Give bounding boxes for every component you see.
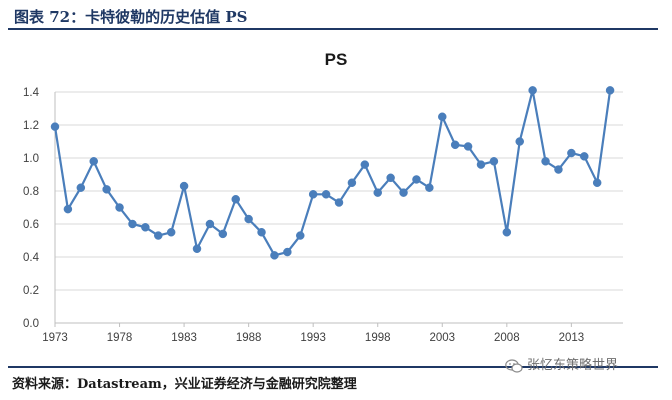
data-point (257, 228, 266, 237)
data-point (192, 244, 202, 253)
y-axis-tick-labels: 0.0 0.2 0.4 0.6 0.8 1.0 1.2 1.4 (23, 87, 40, 330)
data-point (463, 142, 473, 151)
data-point (438, 112, 447, 121)
data-point (334, 198, 344, 207)
y-tick-label: 1.4 (23, 87, 40, 99)
data-point (386, 173, 395, 183)
y-tick-label: 1.0 (23, 153, 39, 165)
header-divider (8, 28, 658, 30)
data-point (515, 137, 524, 146)
data-point (102, 185, 111, 194)
x-tick-label: 1993 (300, 332, 326, 344)
y-tick-label: 0.2 (23, 285, 39, 297)
data-point (128, 219, 137, 229)
data-point (373, 188, 382, 197)
x-tick-label: 2003 (429, 332, 455, 344)
data-point (154, 231, 163, 240)
x-tick-label: 1988 (236, 332, 262, 344)
y-tick-label: 0.4 (23, 252, 40, 264)
watermark-text: 张忆东策略世界 (527, 358, 619, 373)
data-point (218, 229, 228, 239)
data-point (50, 122, 60, 131)
x-tick-label: 1983 (171, 332, 197, 344)
data-point (450, 140, 460, 150)
data-point (605, 86, 615, 95)
wechat-icon (505, 358, 523, 373)
data-point (244, 214, 253, 224)
gridlines (55, 91, 623, 324)
data-point (89, 157, 98, 166)
data-point (141, 223, 150, 232)
data-point (321, 190, 331, 199)
data-point (270, 251, 279, 260)
data-point (283, 247, 292, 257)
footer-divider (8, 366, 658, 368)
y-tick-label: 0.8 (23, 186, 39, 198)
ps-series-points (50, 86, 615, 260)
figure-title: 图表 72：卡特彼勒的历史估值 PS (14, 8, 248, 26)
data-point (63, 204, 73, 214)
data-point (179, 181, 189, 191)
data-point (502, 228, 512, 237)
y-tick-label: 1.2 (23, 120, 39, 132)
y-tick-label: 0.6 (23, 219, 39, 231)
y-tick-label: 0.0 (23, 318, 39, 330)
data-point (412, 175, 421, 184)
data-point (489, 157, 499, 166)
data-point (399, 188, 408, 197)
figure-header: 图表 72：卡特彼勒的历史估值 PS (8, 0, 658, 30)
x-axis-tick-labels: 1973 1978 1983 1988 1993 1998 2003 2008 2013 (42, 332, 584, 344)
data-point (541, 157, 550, 166)
chart-title: PS (324, 50, 348, 69)
x-tick-label: 2008 (494, 332, 520, 344)
data-point (567, 148, 576, 158)
data-point (554, 165, 563, 174)
data-point (115, 203, 124, 212)
ps-series-line (53, 86, 612, 257)
data-point (308, 190, 318, 199)
data-point (296, 231, 305, 240)
axes (54, 92, 623, 327)
x-tick-label: 1973 (42, 332, 68, 344)
data-point (166, 228, 176, 237)
x-tick-label: 1978 (107, 332, 133, 344)
x-tick-label: 1998 (365, 332, 391, 344)
x-tick-label: 2013 (559, 332, 585, 344)
data-point (425, 183, 434, 192)
watermark: 张忆东策略世界 (505, 354, 618, 373)
source-note: 资料来源：Datastream，兴业证券经济与金融研究院整理 (12, 377, 357, 392)
data-point (528, 86, 537, 95)
data-point (231, 195, 240, 204)
data-point (580, 152, 589, 161)
data-point (592, 178, 602, 187)
data-point (476, 160, 486, 169)
data-point (360, 160, 370, 169)
data-point (205, 219, 215, 229)
data-point (347, 178, 357, 187)
data-point (76, 183, 86, 192)
